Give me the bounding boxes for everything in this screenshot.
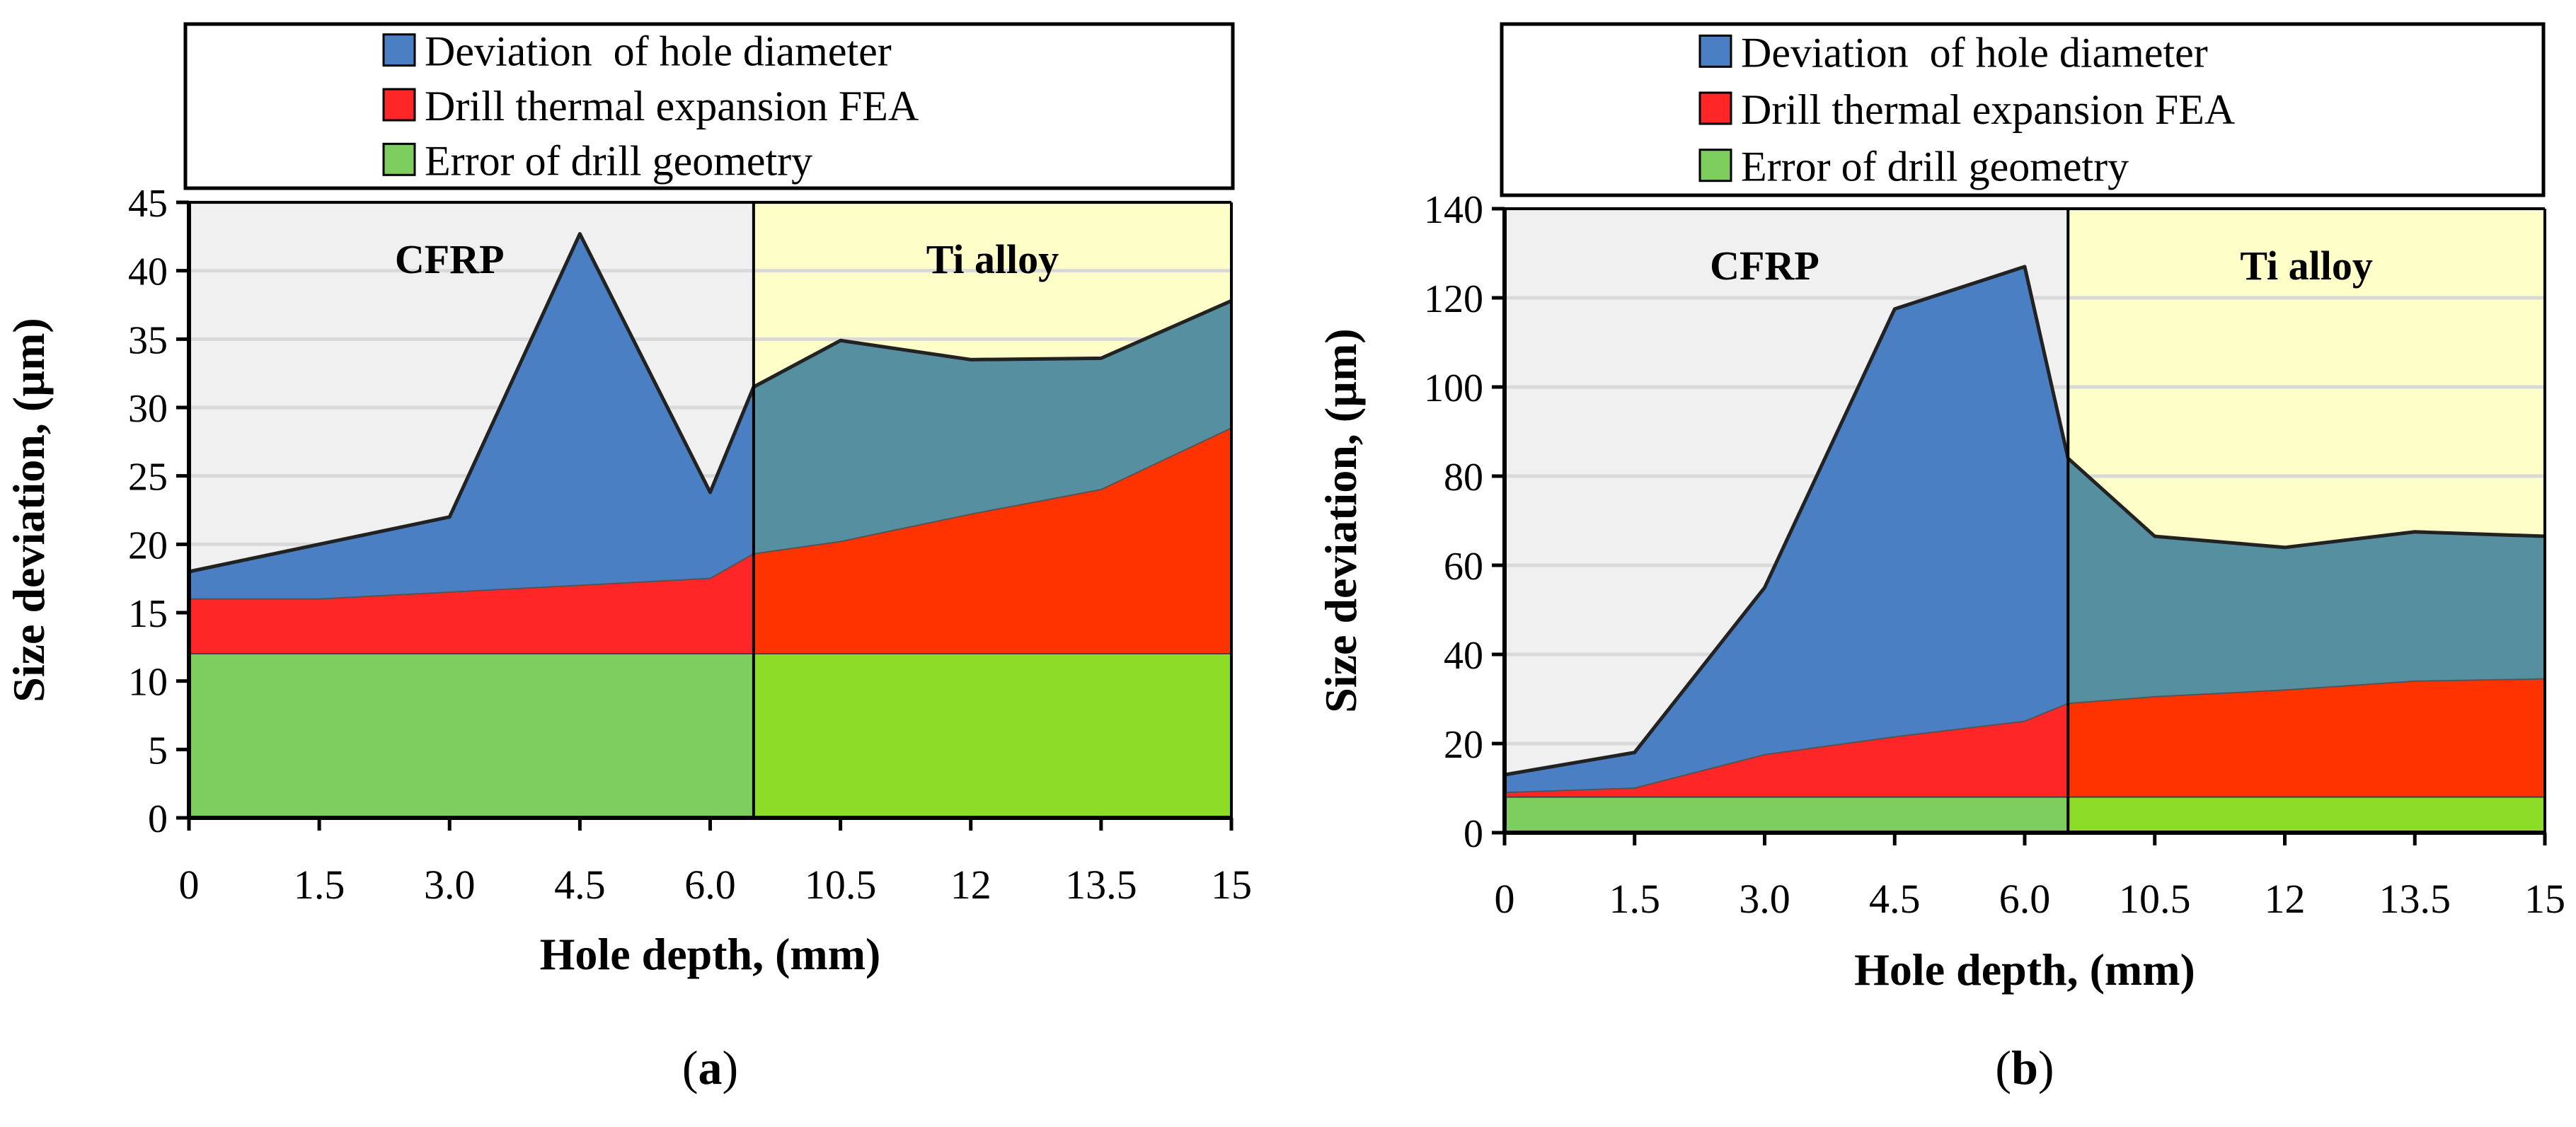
area-deviation-cfrp (189, 233, 754, 599)
y-axis-label: Size deviation, (µm) (4, 318, 54, 702)
x-tick-label: 13.5 (1065, 862, 1137, 908)
y-tick-label: 25 (128, 456, 168, 499)
y-tick-label: 20 (128, 524, 168, 567)
panel-label: (b) (1995, 1041, 2054, 1094)
y-tick-label: 0 (148, 797, 168, 841)
chart-panel-a: CFRP Ti alloy 0 5 10 15 20 25 30 35 40 45 0 1.5 3.0 4.5… (4, 22, 1252, 1094)
area-deviation-ti (2068, 458, 2545, 704)
region-label-ti: Ti alloy (926, 236, 1059, 282)
y-tick-label: 120 (1424, 277, 1483, 321)
area-chart-a: CFRP Ti alloy 0 5 10 15 20 25 30 35 40 45 0 1.5 3.0 4.5… (4, 22, 1252, 1094)
area-geometry-cfrp (1505, 797, 2069, 833)
y-tick-label: 100 (1424, 366, 1483, 410)
area-geometry-ti (2068, 797, 2545, 833)
y-tick-label: 35 (128, 318, 168, 362)
panel-label: (a) (682, 1041, 738, 1094)
y-tick-label: 30 (128, 387, 168, 431)
x-axis-label: Hole depth, (mm) (1854, 944, 2195, 995)
legend-label: Drill thermal expansion FEA (1741, 86, 2235, 133)
y-axis-label: Size deviation, (µm) (1316, 328, 1366, 712)
chart-panel-b: CFRP Ti alloy 0 20 40 60 80 100 120 140 0 1.5 3.0 4.5… (1288, 0, 2576, 1127)
x-tick-label: 15 (2524, 876, 2565, 922)
area-geometry-ti (753, 654, 1231, 818)
region-label-cfrp: CFRP (1710, 243, 1819, 289)
x-axis-label: Hole depth, (mm) (540, 929, 881, 979)
legend-box (1500, 22, 2546, 197)
area-geometry-cfrp (189, 654, 754, 818)
region-label-ti: Ti alloy (2240, 243, 2372, 289)
legend-label: Drill thermal expansion FEA (425, 83, 919, 129)
area-chart-b: CFRP Ti alloy 0 20 40 60 80 100 120 140 0 1.5 3.0 4.5… (1316, 22, 2565, 1094)
legend-box (183, 22, 1235, 190)
x-tick-label: 10.5 (805, 862, 877, 908)
area-thermal-cfrp (189, 553, 754, 654)
series-line-deviation (1504, 265, 2546, 777)
legend-swatch (1698, 91, 1732, 125)
y-tick-label: 0 (1464, 812, 1483, 856)
x-tick-label: 12 (2265, 876, 2306, 922)
legend-swatch (1698, 34, 1732, 68)
x-tick-label: 3.0 (424, 862, 476, 908)
area-deviation-cfrp (1505, 266, 2069, 793)
legend-swatch (382, 142, 416, 176)
y-tick-label: 20 (1444, 723, 1483, 767)
legend-label: Error of drill geometry (425, 137, 812, 184)
x-tick-label: 10.5 (2119, 876, 2191, 922)
x-tick-label: 3.0 (1739, 876, 1790, 922)
x-tick-label: 4.5 (1869, 876, 1921, 922)
x-tick-label: 1.5 (294, 862, 345, 908)
x-tick-label: 15 (1211, 862, 1252, 908)
x-tick-label: 0 (1495, 876, 1515, 922)
legend-label: Deviation of hole diameter (1741, 29, 2208, 76)
area-thermal-ti (2068, 678, 2545, 797)
x-tick-label: 4.5 (554, 862, 606, 908)
x-tick-label: 12 (950, 862, 991, 908)
area-deviation-ti (753, 301, 1231, 554)
x-tick-label: 6.0 (684, 862, 736, 908)
x-tick-label: 13.5 (2379, 876, 2451, 922)
legend-swatch (1698, 149, 1732, 183)
y-tick-label: 10 (128, 661, 168, 705)
y-tick-label: 45 (128, 182, 168, 226)
x-tick-label: 1.5 (1609, 876, 1661, 922)
legend-swatch (382, 33, 416, 67)
y-tick-label: 140 (1424, 188, 1483, 232)
area-thermal-cfrp (1505, 703, 2069, 797)
region-label-cfrp: CFRP (395, 236, 505, 282)
series-line-thermal (189, 427, 1232, 600)
legend-swatch (382, 88, 416, 122)
y-tick-label: 60 (1444, 545, 1483, 589)
y-tick-label: 15 (128, 592, 168, 636)
y-tick-label: 40 (1444, 634, 1483, 678)
y-tick-label: 80 (1444, 456, 1483, 499)
x-tick-label: 6.0 (1999, 876, 2051, 922)
series-line-thermal (1504, 678, 2546, 794)
series-line-deviation (188, 231, 1233, 574)
y-tick-label: 40 (128, 250, 168, 294)
legend-label: Error of drill geometry (1741, 144, 2129, 190)
legend-label: Deviation of hole diameter (425, 28, 892, 75)
x-tick-label: 0 (179, 862, 200, 908)
y-tick-label: 5 (148, 729, 168, 773)
